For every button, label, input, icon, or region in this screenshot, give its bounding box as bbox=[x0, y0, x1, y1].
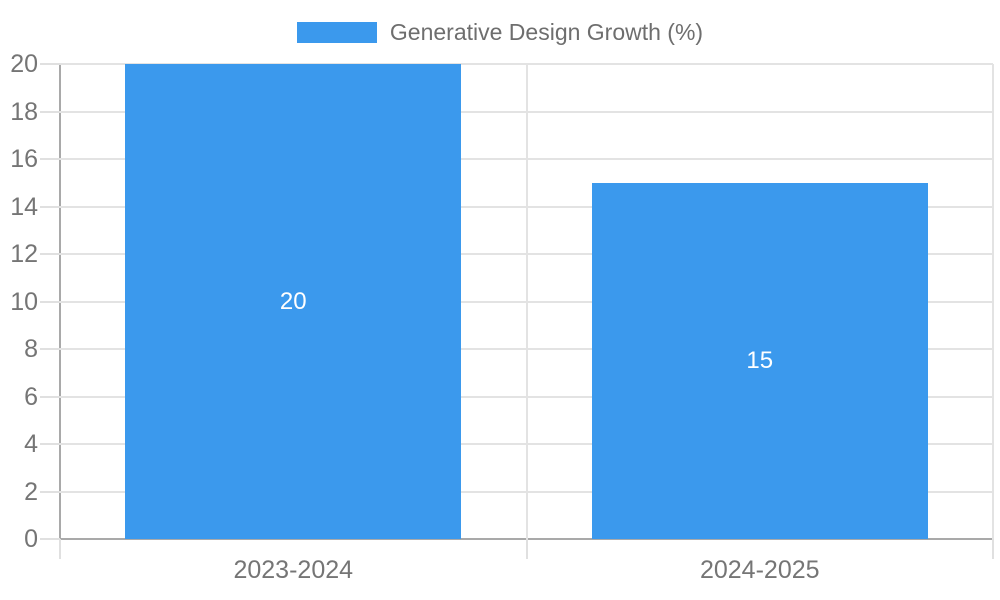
plot-area: 0 2 4 6 8 10 12 14 16 18 20 20 2023-2024 15 2024-2025 bbox=[10, 51, 994, 584]
x-tick-mark bbox=[992, 539, 994, 559]
x-gridline bbox=[525, 64, 528, 539]
y-tick-label: 4 bbox=[24, 430, 38, 458]
y-tick-mark bbox=[40, 490, 60, 493]
y-tick-label: 8 bbox=[24, 335, 38, 363]
x-tick-mark bbox=[59, 539, 61, 559]
bar-value-label: 15 bbox=[746, 346, 774, 374]
y-tick-mark bbox=[40, 348, 60, 350]
bar-value-label: 20 bbox=[279, 287, 307, 315]
x-tick-label: 2023-2024 bbox=[233, 556, 354, 584]
bar[interactable]: 20 bbox=[125, 64, 462, 539]
y-tick-label: 20 bbox=[10, 50, 38, 78]
y-tick-label: 16 bbox=[10, 145, 38, 173]
y-tick-mark bbox=[40, 205, 60, 208]
y-tick-label: 18 bbox=[10, 97, 38, 126]
y-tick-mark bbox=[40, 110, 60, 113]
y-tick-mark bbox=[40, 443, 60, 445]
legend[interactable]: Generative Design Growth (%) bbox=[0, 19, 1000, 45]
y-tick-mark bbox=[40, 538, 60, 540]
y-tick-label: 0 bbox=[24, 525, 38, 553]
y-tick-mark bbox=[40, 395, 60, 398]
y-tick-mark bbox=[40, 300, 60, 303]
y-tick-mark bbox=[40, 253, 60, 255]
y-tick-mark bbox=[40, 63, 60, 65]
bar[interactable]: 15 bbox=[591, 182, 928, 539]
legend-label: Generative Design Growth (%) bbox=[389, 19, 704, 45]
x-tick-mark bbox=[525, 539, 528, 559]
y-tick-label: 12 bbox=[10, 240, 38, 268]
y-tick-label: 10 bbox=[10, 287, 38, 316]
y-tick-label: 6 bbox=[24, 382, 38, 411]
y-tick-mark bbox=[40, 158, 60, 160]
y-tick-label: 2 bbox=[24, 477, 38, 506]
y-tick-label: 14 bbox=[10, 192, 38, 221]
legend-swatch-icon bbox=[296, 22, 377, 43]
x-tick-label: 2024-2025 bbox=[699, 556, 820, 584]
x-gridline bbox=[992, 64, 994, 539]
